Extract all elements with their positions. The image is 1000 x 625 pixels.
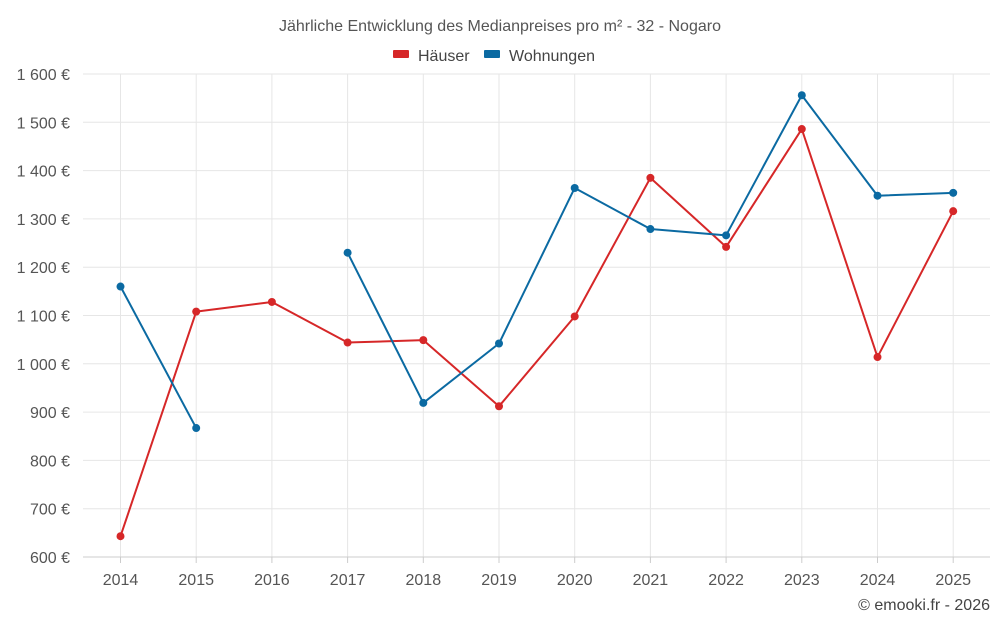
x-tick-label: 2022: [708, 572, 744, 589]
data-point-haeuser[interactable]: [797, 125, 806, 134]
data-point-haeuser[interactable]: [949, 207, 958, 216]
y-gridlines: [83, 73, 990, 510]
x-axis-ticks: 2014 2015 2016 2017 2018 2019 2020 2021 2022 2023…: [103, 572, 971, 589]
y-tick-label: 600 €: [30, 550, 70, 567]
chart-title: Jährliche Entwicklung des Medianpreises …: [279, 18, 721, 35]
data-point-haeuser[interactable]: [570, 312, 579, 321]
x-tick-label: 2018: [406, 572, 442, 589]
data-point-wohnungen[interactable]: [343, 248, 352, 257]
y-tick-label: 1 300 €: [17, 212, 70, 229]
data-point-haeuser[interactable]: [343, 338, 352, 347]
y-tick-label: 1 100 €: [17, 309, 70, 326]
series-haeuser: [116, 125, 958, 541]
y-tick-label: 1 600 €: [17, 67, 70, 84]
y-tick-label: 900 €: [30, 405, 70, 422]
data-point-haeuser[interactable]: [192, 307, 201, 316]
data-point-haeuser[interactable]: [419, 336, 428, 345]
legend: Häuser Wohnungen: [393, 48, 595, 65]
x-tick-label: 2020: [557, 572, 593, 589]
data-point-wohnungen[interactable]: [116, 282, 125, 291]
legend-swatch-haeuser: [393, 50, 409, 58]
legend-label-haeuser: Häuser: [418, 48, 470, 65]
x-gridlines: [120, 74, 954, 563]
series-line-wohnungen: [119, 286, 198, 429]
x-tick-label: 2016: [254, 572, 290, 589]
data-point-haeuser[interactable]: [116, 532, 125, 541]
data-point-wohnungen[interactable]: [722, 231, 731, 240]
series-layer: [116, 91, 958, 541]
x-tick-label: 2017: [330, 572, 366, 589]
y-tick-label: 1 400 €: [17, 164, 70, 181]
data-point-haeuser[interactable]: [873, 353, 882, 362]
data-point-wohnungen[interactable]: [419, 398, 428, 407]
y-tick-label: 1 200 €: [17, 260, 70, 277]
data-point-wohnungen[interactable]: [949, 188, 958, 197]
y-tick-label: 1 000 €: [17, 357, 70, 374]
legend-item-wohnungen[interactable]: Wohnungen: [484, 48, 595, 65]
data-point-wohnungen[interactable]: [646, 225, 655, 234]
data-point-haeuser[interactable]: [722, 242, 731, 251]
data-point-wohnungen[interactable]: [873, 191, 882, 200]
data-point-wohnungen[interactable]: [495, 339, 503, 348]
y-axis-ticks: 600 € 700 € 800 € 900 € 1 000 € 1 100 € 1 200 …: [17, 67, 70, 567]
data-point-wohnungen[interactable]: [797, 91, 806, 100]
data-point-wohnungen[interactable]: [570, 183, 579, 192]
y-tick-label: 700 €: [30, 502, 70, 519]
series-line-haeuser: [119, 128, 955, 537]
series-wohnungen: [116, 91, 958, 433]
legend-label-wohnungen: Wohnungen: [509, 48, 595, 65]
x-tick-label: 2025: [935, 572, 971, 589]
x-tick-label: 2023: [784, 572, 820, 589]
credit-text: © emooki.fr - 2026: [858, 597, 990, 614]
x-tick-label: 2021: [633, 572, 669, 589]
data-point-haeuser[interactable]: [646, 173, 655, 182]
y-tick-label: 1 500 €: [17, 115, 70, 132]
legend-item-haeuser[interactable]: Häuser: [393, 48, 470, 65]
data-point-haeuser[interactable]: [267, 297, 276, 306]
x-tick-label: 2024: [860, 572, 896, 589]
legend-swatch-wohnungen: [484, 50, 500, 58]
x-tick-label: 2019: [481, 572, 517, 589]
y-tick-label: 800 €: [30, 453, 70, 470]
data-point-haeuser[interactable]: [495, 402, 503, 411]
x-tick-label: 2015: [178, 572, 214, 589]
x-tick-label: 2014: [103, 572, 139, 589]
data-point-wohnungen[interactable]: [192, 424, 201, 433]
